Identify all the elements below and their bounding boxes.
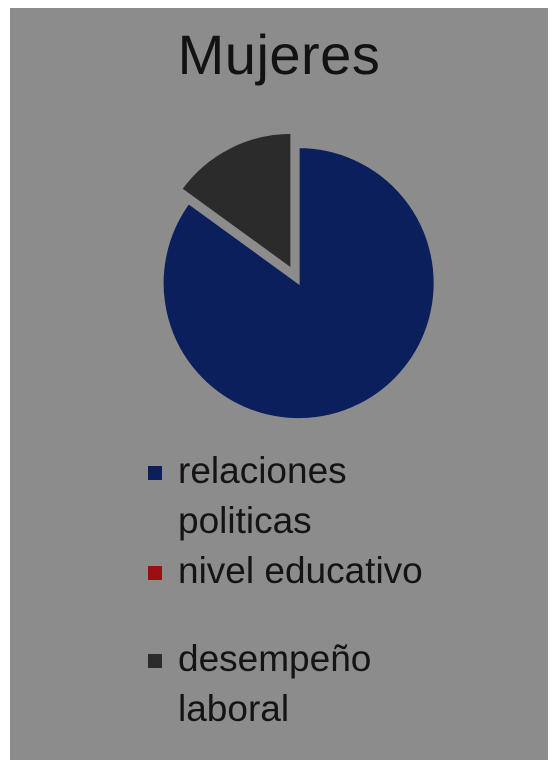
legend-item-desempeno-laboral: desempeño laboral — [148, 634, 518, 734]
chart-panel: Mujeres relaciones politicas nivel educa… — [10, 8, 548, 760]
legend-item-relaciones-politicas: relaciones politicas — [148, 446, 518, 546]
pie-chart — [161, 131, 436, 421]
legend-item-nivel-educativo: nivel educativo — [148, 546, 518, 596]
legend-swatch-nivel-educativo — [148, 566, 162, 580]
pie-slice-relaciones-politicas — [161, 146, 436, 421]
legend-swatch-desempeno-laboral — [148, 654, 162, 668]
legend-label-desempeno-laboral: desempeño laboral — [178, 638, 372, 729]
legend-label-relaciones-politicas: relaciones politicas — [178, 450, 347, 541]
legend-label-nivel-educativo: nivel educativo — [178, 550, 423, 591]
pie-slice-desempeno-laboral — [179, 131, 293, 271]
chart-legend: relaciones politicas nivel educativo des… — [148, 446, 518, 734]
chart-title: Mujeres — [177, 23, 381, 86]
legend-swatch-relaciones-politicas — [148, 466, 162, 480]
